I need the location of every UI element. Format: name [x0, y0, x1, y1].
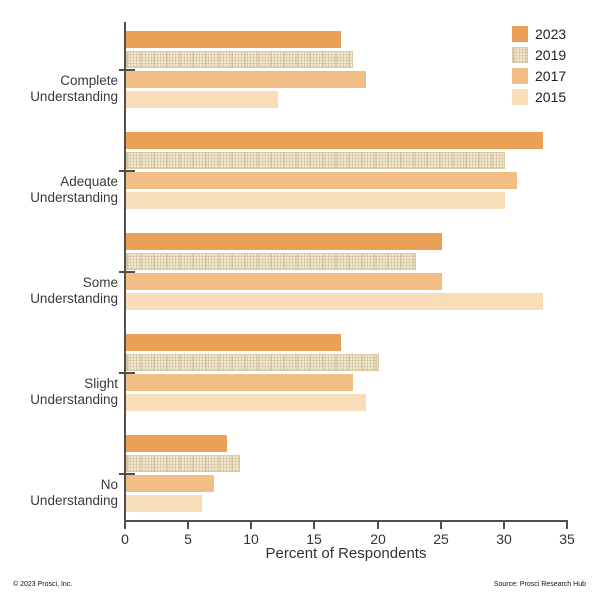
bar-2023: [126, 233, 442, 250]
x-tick: [124, 520, 126, 529]
legend-item-2023: 2023: [512, 24, 566, 44]
bar-2017: [126, 374, 353, 391]
footer-source: Source: Prosci Research Hub: [493, 581, 586, 588]
category-label: Complete Understanding: [0, 73, 118, 105]
x-axis-title: Percent of Respondents: [265, 545, 427, 562]
category-label-line: Adequate: [60, 174, 118, 189]
x-tick-label: 25: [433, 531, 449, 547]
category-label-line: No: [100, 477, 118, 492]
bar-2017: [126, 172, 517, 189]
category-label-line: Understanding: [30, 190, 118, 205]
y-tick: [119, 170, 135, 172]
category-label-line: Understanding: [30, 291, 118, 306]
legend-item-2019: 2019: [512, 45, 566, 65]
bar-2019: [126, 253, 416, 270]
x-axis-line: [124, 520, 568, 522]
category-label-line: Understanding: [30, 392, 118, 407]
bar-2023: [126, 31, 341, 48]
bar-2015: [126, 495, 202, 512]
category-label-line: Slight: [84, 376, 118, 391]
bar-2019: [126, 51, 353, 68]
x-tick: [503, 520, 505, 529]
x-tick: [566, 520, 568, 529]
x-tick-label: 30: [496, 531, 512, 547]
x-tick: [377, 520, 379, 529]
bar-2019: [126, 152, 505, 169]
bar-2019: [126, 354, 379, 371]
y-tick: [119, 271, 135, 273]
y-tick: [119, 69, 135, 71]
bar-2015: [126, 293, 543, 310]
legend-swatch-2023: [512, 26, 528, 42]
category-label: No Understanding: [0, 477, 118, 509]
bar-2017: [126, 273, 442, 290]
legend-swatch-2015: [512, 89, 528, 105]
x-tick-label: 5: [184, 531, 192, 547]
bar-2015: [126, 394, 366, 411]
legend-swatch-2019: [512, 47, 528, 63]
category-label-line: Understanding: [30, 89, 118, 104]
legend-label: 2015: [535, 89, 567, 105]
legend: 2023 2019 2017 2015: [512, 24, 566, 108]
bar-2023: [126, 334, 341, 351]
category-label: Adequate Understanding: [0, 174, 118, 206]
bar-2023: [126, 435, 227, 452]
x-tick-label: 20: [370, 531, 386, 547]
bar-2015: [126, 91, 278, 108]
category-label-line: Some: [82, 275, 118, 290]
legend-label: 2023: [535, 26, 567, 42]
x-tick-label: 35: [559, 531, 575, 547]
category-label: Some Understanding: [0, 275, 118, 307]
legend-swatch-2017: [512, 68, 528, 84]
x-tick-label: 15: [306, 531, 322, 547]
y-tick: [119, 473, 135, 475]
x-tick-label: 0: [121, 531, 129, 547]
legend-label: 2019: [535, 47, 567, 63]
category-label-line: Complete: [60, 73, 118, 88]
bar-2019: [126, 455, 240, 472]
x-tick: [187, 520, 189, 529]
x-tick: [313, 520, 315, 529]
x-tick-label: 10: [243, 531, 259, 547]
x-tick: [250, 520, 252, 529]
x-tick: [440, 520, 442, 529]
bar-2015: [126, 192, 505, 209]
legend-item-2015: 2015: [512, 87, 566, 107]
footer-copyright: © 2023 Prosci, Inc.: [13, 581, 73, 588]
bar-2017: [126, 475, 214, 492]
legend-item-2017: 2017: [512, 66, 566, 86]
bar-2023: [126, 132, 543, 149]
y-tick: [119, 372, 135, 374]
legend-label: 2017: [535, 68, 567, 84]
category-label: Slight Understanding: [0, 376, 118, 408]
bar-2017: [126, 71, 366, 88]
category-label-line: Understanding: [30, 493, 118, 508]
